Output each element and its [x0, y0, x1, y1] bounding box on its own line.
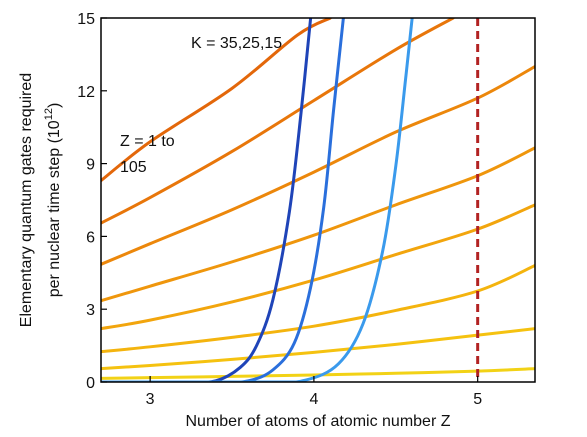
plot-area — [101, 18, 535, 382]
y-axis-label-line2-sup: 12 — [43, 108, 55, 120]
y-tick-label: 9 — [86, 157, 95, 174]
y-axis-label: Elementary quantum gates required per nu… — [18, 73, 63, 327]
series-z-line-2 — [101, 327, 535, 371]
y-axis-label-line2-pre: per nuclear time step (10 — [46, 120, 63, 297]
z-range-annotation-line1: Z = 1 to — [120, 133, 175, 150]
series-k-line-1 — [101, 18, 313, 382]
y-tick-label: 0 — [86, 375, 95, 392]
y-axis-label-line2-post: ) — [46, 103, 63, 108]
y-tick-label: 15 — [77, 11, 95, 28]
series-z-line-8 — [101, 18, 332, 183]
axis-ticks: 3 4 5 0 3 6 9 12 15 — [77, 11, 482, 408]
series-z-line-4 — [101, 203, 535, 331]
plot-frame — [100, 17, 536, 383]
x-tick-label: 4 — [309, 391, 318, 408]
series-z-line-5 — [101, 146, 535, 303]
x-tick-label: 3 — [146, 391, 155, 408]
x-tick-label: 5 — [473, 391, 482, 408]
x-axis-label: Number of atoms of atomic number Z — [186, 413, 451, 430]
y-axis-label-line2: per nuclear time step (1012) — [43, 103, 63, 298]
y-axis-label-line1: Elementary quantum gates required — [18, 73, 35, 327]
y-tick-label: 12 — [77, 84, 95, 101]
series-z-line-7 — [101, 18, 455, 225]
y-tick-label: 6 — [86, 229, 95, 246]
z-range-annotation-line2: 105 — [120, 159, 147, 176]
series-k-line-3 — [101, 18, 414, 382]
k-annotation: K = 35,25,15 — [191, 35, 282, 52]
series-z-line-1 — [101, 367, 535, 380]
y-tick-label: 3 — [86, 302, 95, 319]
series-z-line-3 — [101, 264, 535, 354]
